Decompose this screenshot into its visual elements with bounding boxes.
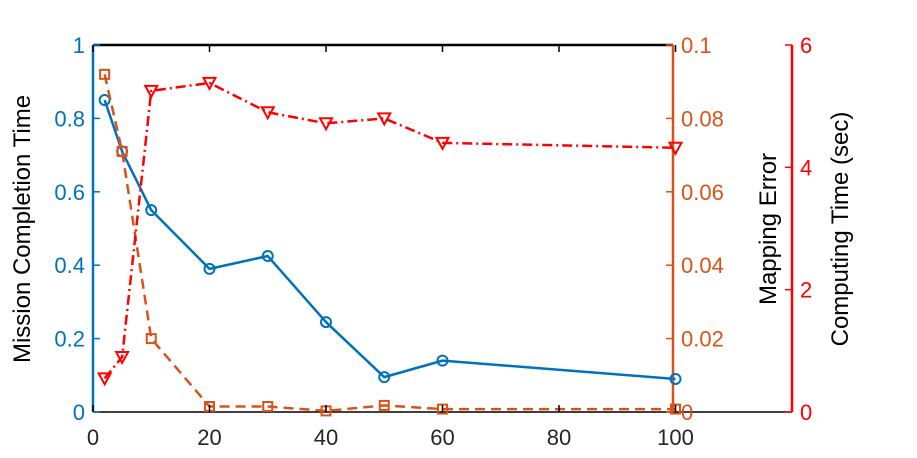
series-right_inner xyxy=(99,68,681,417)
data-point-triangle xyxy=(376,112,392,127)
ticks-layer: 0 20 40 60 80 10000.20.40.60.8100.020.040.060… xyxy=(54,33,812,450)
x-tick-label: 60 xyxy=(430,425,454,450)
data-point-square xyxy=(145,333,157,345)
left-tick-label: 0.4 xyxy=(54,253,85,278)
left-tick-label: 1 xyxy=(73,33,85,58)
left-tick-label: 0 xyxy=(73,400,85,425)
data-point-triangle xyxy=(318,117,334,132)
series-left xyxy=(98,94,682,385)
data-point-square xyxy=(670,403,681,415)
data-point-triangle xyxy=(114,350,130,366)
plot-frame xyxy=(91,43,794,413)
data-point-circle xyxy=(261,250,274,263)
left-tick-label: 0.8 xyxy=(54,106,85,131)
series-line-left xyxy=(103,99,676,381)
series-line-right_outer xyxy=(103,81,676,380)
data-point-circle xyxy=(320,316,332,329)
data-point-square xyxy=(437,403,448,415)
mapping-tick-label: 0 xyxy=(681,400,693,425)
mapping-tick-label: 0.04 xyxy=(681,253,724,278)
data-point-square xyxy=(116,145,128,157)
series-layer xyxy=(96,68,684,417)
x-tick-label: 20 xyxy=(197,425,221,450)
mapping-tick-label: 0.08 xyxy=(681,106,724,131)
x-tick-label: 80 xyxy=(547,425,571,450)
data-point-circle xyxy=(669,372,682,385)
series-right_outer xyxy=(96,76,684,387)
y-axis-label-left: Mission Completion Time xyxy=(9,95,36,363)
data-point-circle xyxy=(145,204,158,217)
x-tick-label: 40 xyxy=(314,425,338,450)
data-point-triangle xyxy=(143,84,159,99)
mapping-tick-label: 0.06 xyxy=(681,180,724,205)
data-point-triangle xyxy=(96,372,113,387)
data-point-circle xyxy=(436,354,449,367)
data-point-circle xyxy=(378,371,391,384)
left-tick-label: 0.6 xyxy=(54,180,85,205)
series-line-right_inner xyxy=(103,74,676,413)
data-point-triangle xyxy=(201,76,218,92)
computing-tick-label: 4 xyxy=(800,155,812,180)
data-point-circle xyxy=(98,94,111,107)
computing-tick-label: 2 xyxy=(800,278,812,303)
x-tick-label: 0 xyxy=(87,425,99,450)
computing-tick-label: 0 xyxy=(800,400,812,425)
y-axis-label-mapping: Mapping Error xyxy=(755,153,782,305)
computing-tick-label: 6 xyxy=(800,33,812,58)
data-point-triangle xyxy=(434,136,451,151)
mapping-tick-label: 0.1 xyxy=(681,33,712,58)
data-point-square xyxy=(99,68,111,80)
data-point-triangle xyxy=(260,106,276,121)
data-point-circle xyxy=(203,262,216,275)
mapping-tick-label: 0.02 xyxy=(681,327,724,352)
data-point-square xyxy=(262,400,274,412)
data-point-square xyxy=(378,399,390,411)
x-tick-label: 100 xyxy=(657,425,694,450)
y-axis-label-computing: Computing Time (sec) xyxy=(827,112,854,347)
data-point-triangle xyxy=(667,141,684,156)
left-tick-label: 0.2 xyxy=(54,327,85,352)
